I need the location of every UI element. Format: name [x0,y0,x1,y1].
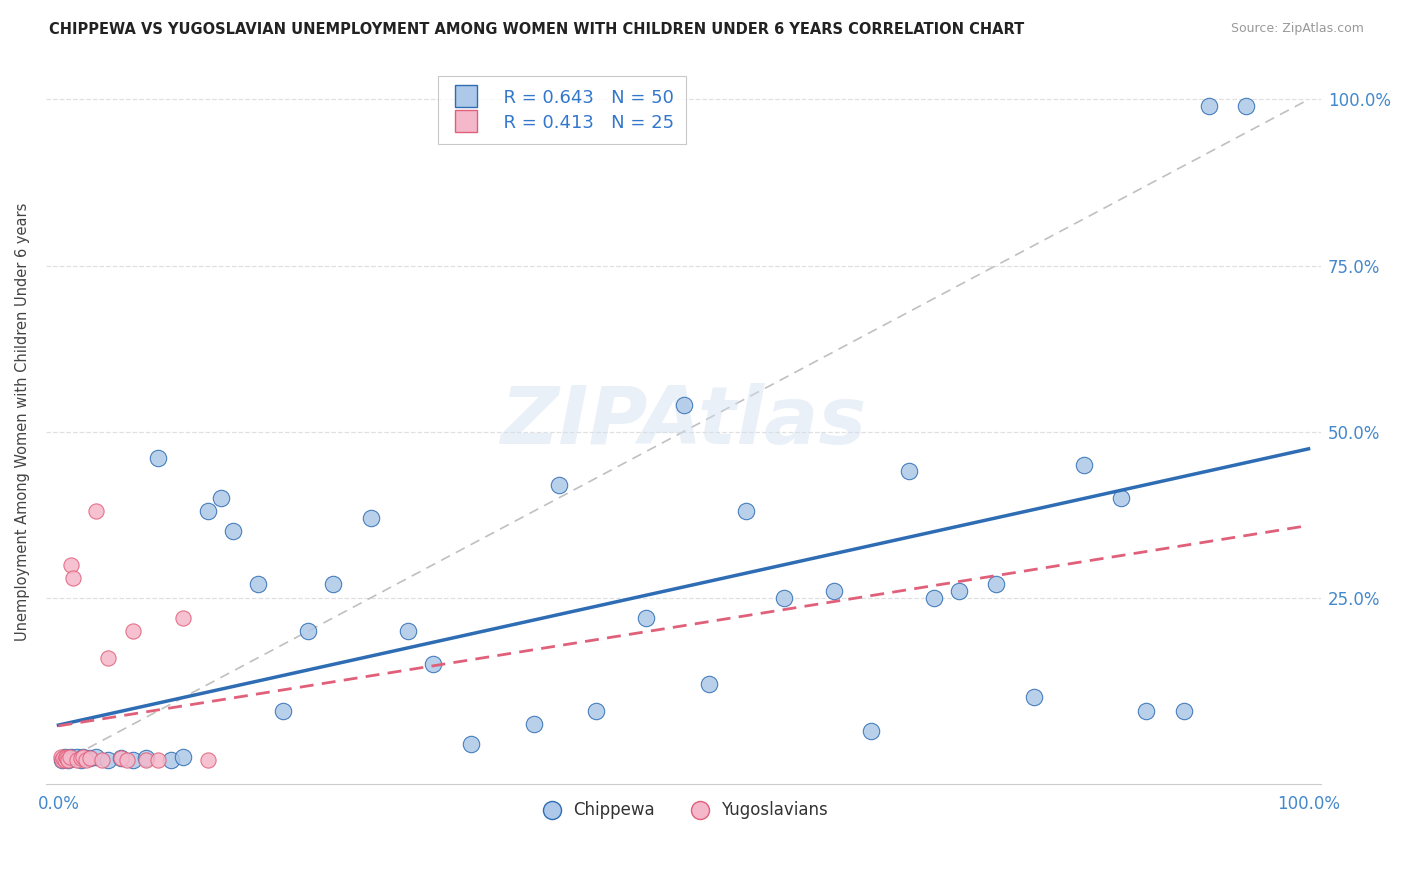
Text: ZIPAtlas: ZIPAtlas [501,383,866,460]
Point [922,591,945,605]
Point [1173,704,1195,718]
Point [52,751,75,765]
Point [672,398,695,412]
Point [823,584,845,599]
Point [84,504,107,518]
Point [634,610,657,624]
Point [273,704,295,718]
Point [66,750,89,764]
Point [322,577,344,591]
Point [247,577,270,591]
Point [172,610,194,624]
Point [72,750,94,764]
Point [56,751,79,765]
Y-axis label: Unemployment Among Women with Children Under 6 years: Unemployment Among Women with Children U… [15,202,30,640]
Point [55,750,77,764]
Point [1198,99,1220,113]
Point [1234,99,1257,113]
Point [197,504,219,518]
Point [735,504,758,518]
Point [460,737,482,751]
Point [66,754,89,768]
Point [1073,458,1095,472]
Point [115,754,138,768]
Point [148,754,170,768]
Point [197,754,219,768]
Point [772,591,794,605]
Point [62,571,84,585]
Point [58,754,80,768]
Point [697,677,720,691]
Point [160,754,183,768]
Point [897,465,920,479]
Point [522,717,544,731]
Point [135,754,157,768]
Point [135,751,157,765]
Text: Source: ZipAtlas.com: Source: ZipAtlas.com [1230,22,1364,36]
Legend: Chippewa, Yugoslavians: Chippewa, Yugoslavians [533,795,834,826]
Point [62,751,84,765]
Point [59,558,82,572]
Point [209,491,232,505]
Point [51,754,73,768]
Point [75,754,97,768]
Point [948,584,970,599]
Point [122,624,145,638]
Point [148,451,170,466]
Point [56,751,79,765]
Point [122,754,145,768]
Point [1022,690,1045,705]
Point [59,750,82,764]
Point [222,524,245,539]
Point [110,751,132,765]
Point [49,750,72,764]
Point [79,751,101,765]
Point [860,723,883,738]
Point [53,750,76,764]
Point [70,751,93,765]
Point [70,754,93,768]
Point [585,704,607,718]
Point [72,750,94,764]
Point [53,754,76,768]
Point [59,750,82,764]
Point [547,477,569,491]
Point [297,624,319,638]
Point [97,754,120,768]
Point [360,511,382,525]
Point [84,750,107,764]
Point [1109,491,1132,505]
Point [91,754,114,768]
Point [51,754,73,768]
Text: CHIPPEWA VS YUGOSLAVIAN UNEMPLOYMENT AMONG WOMEN WITH CHILDREN UNDER 6 YEARS COR: CHIPPEWA VS YUGOSLAVIAN UNEMPLOYMENT AMO… [49,22,1025,37]
Point [110,751,132,765]
Point [79,751,101,765]
Point [422,657,444,672]
Point [1135,704,1157,718]
Point [984,577,1007,591]
Point [97,650,120,665]
Point [58,754,80,768]
Point [398,624,420,638]
Point [172,750,194,764]
